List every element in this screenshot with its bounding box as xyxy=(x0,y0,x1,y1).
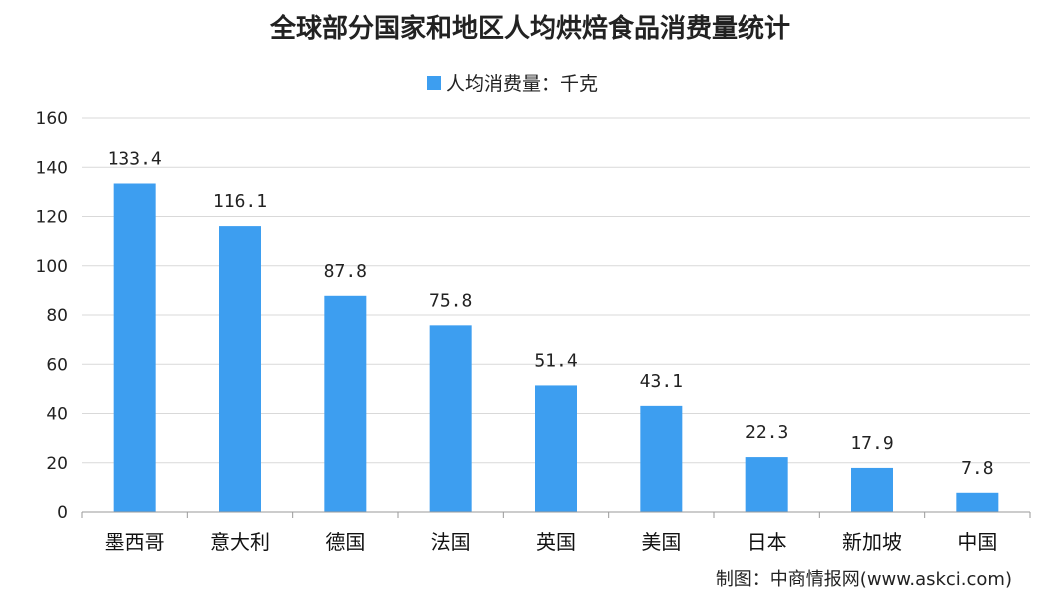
legend-label: 人均消费量：千克 xyxy=(446,73,598,95)
chart-title: 全球部分国家和地区人均烘焙食品消费量统计 xyxy=(269,13,790,44)
x-axis-categories: 墨西哥 意大利 德国 法国 英国 美国 日本 新加坡 中国 xyxy=(105,530,998,554)
bar xyxy=(535,385,577,512)
bar xyxy=(219,226,261,512)
x-category-label: 德国 xyxy=(325,530,365,554)
y-tick-label: 140 xyxy=(36,158,68,178)
data-label: 43.1 xyxy=(640,371,683,392)
bar xyxy=(113,183,156,512)
bar xyxy=(745,457,788,512)
data-labels: 133.4 116.1 87.8 75.8 51.4 43.1 22.3 17.9 7.8 xyxy=(108,149,994,479)
y-tick-label: 100 xyxy=(36,257,68,277)
y-tick-label: 40 xyxy=(46,405,68,425)
y-tick-label: 120 xyxy=(36,208,68,228)
data-label: 17.9 xyxy=(850,433,893,454)
y-tick-label: 20 xyxy=(46,454,68,474)
y-tick-label: 80 xyxy=(46,306,68,326)
x-category-label: 墨西哥 xyxy=(105,530,165,554)
legend: 人均消费量：千克 xyxy=(427,73,598,95)
bar xyxy=(851,467,893,512)
x-category-label: 英国 xyxy=(536,530,576,554)
x-category-label: 美国 xyxy=(641,530,681,554)
data-label: 51.4 xyxy=(534,350,577,371)
x-category-label: 中国 xyxy=(957,530,997,554)
bar xyxy=(640,405,683,512)
x-category-label: 意大利 xyxy=(210,530,270,554)
x-axis xyxy=(81,511,1031,518)
legend-swatch xyxy=(427,76,441,90)
data-label: 75.8 xyxy=(429,290,472,311)
bar xyxy=(324,295,367,512)
bar xyxy=(956,492,999,512)
y-axis-ticks: 0 20 40 60 80 100 120 140 160 xyxy=(36,109,68,523)
y-tick-label: 0 xyxy=(57,503,68,523)
data-label: 133.4 xyxy=(108,149,162,170)
data-label: 22.3 xyxy=(745,422,788,443)
bars xyxy=(113,183,999,512)
bar xyxy=(429,325,472,512)
y-tick-label: 160 xyxy=(36,109,68,129)
x-category-label: 日本 xyxy=(747,530,787,554)
data-label: 7.8 xyxy=(961,458,994,479)
data-label: 87.8 xyxy=(324,261,367,282)
y-tick-label: 60 xyxy=(46,355,68,375)
x-category-label: 新加坡 xyxy=(842,530,902,554)
data-label: 116.1 xyxy=(213,191,267,212)
x-category-label: 法国 xyxy=(431,530,471,554)
source-note: 制图：中商情报网(www.askci.com) xyxy=(716,569,1012,590)
